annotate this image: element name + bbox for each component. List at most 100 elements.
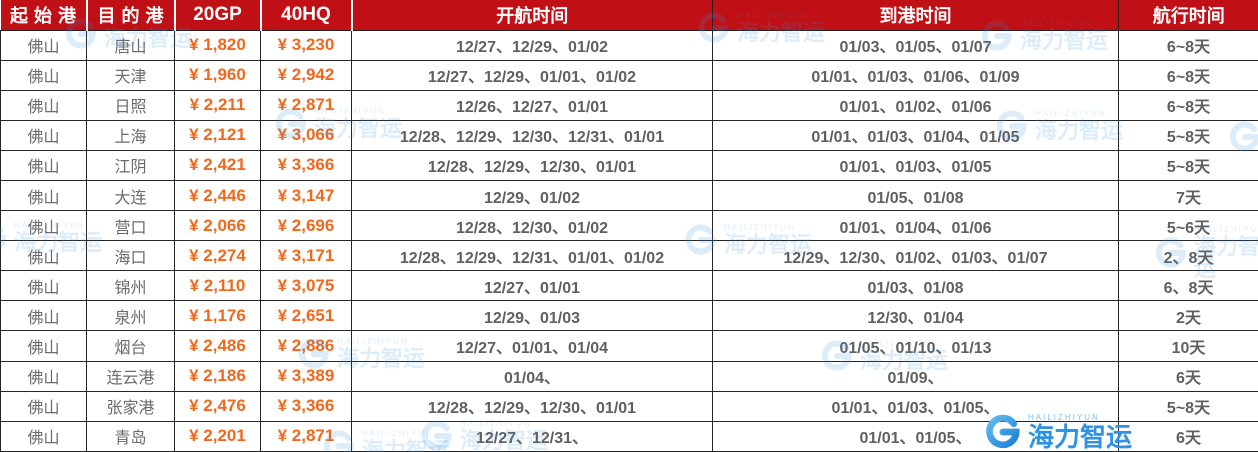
cell-price-20gp: ¥ 2,201 (174, 420, 261, 452)
cell-arrival-dates: 01/05、01/10、01/13 (712, 330, 1119, 362)
cell-departure-dates: 12/29、01/03 (351, 300, 713, 332)
cell-destination-port: 营口 (86, 210, 175, 242)
cell-transit-time: 6天 (1118, 420, 1258, 452)
cell-transit-time: 6天 (1118, 360, 1258, 392)
cell-origin-port: 佛山 (0, 270, 87, 302)
cell-price-40hq: ¥ 2,886 (260, 330, 352, 362)
cell-price-40hq: ¥ 2,942 (260, 59, 352, 91)
column-header-departure-dates: 开航时间 (350, 0, 713, 31)
cell-departure-dates: 12/26、12/27、01/01 (351, 89, 713, 121)
cell-destination-port: 海口 (86, 240, 175, 272)
table-row: 佛山 青岛 ¥ 2,201 ¥ 2,871 12/27、12/31、 01/01、01/0… (0, 420, 1258, 452)
table-row: 佛山 日照 ¥ 2,211 ¥ 2,871 12/26、12/27、01/01 01/01… (0, 89, 1258, 121)
cell-price-40hq: ¥ 3,366 (260, 149, 352, 181)
column-header-price-20gp: 20GP (173, 0, 261, 31)
cell-departure-dates: 12/27、12/31、 (351, 420, 713, 452)
cell-price-20gp: ¥ 2,421 (174, 149, 261, 181)
cell-arrival-dates: 12/30、01/04 (712, 300, 1119, 332)
cell-departure-dates: 12/27、01/01 (351, 270, 713, 302)
cell-arrival-dates: 01/01、01/03、01/05 (712, 149, 1119, 181)
cell-price-40hq: ¥ 3,366 (260, 390, 352, 422)
cell-price-40hq: ¥ 3,075 (260, 270, 352, 302)
cell-price-40hq: ¥ 3,171 (260, 240, 352, 272)
table-row: 佛山 唐山 ¥ 1,820 ¥ 3,230 12/27、12/29、01/02 01/03… (0, 29, 1258, 61)
cell-origin-port: 佛山 (0, 240, 87, 272)
cell-departure-dates: 12/28、12/30、01/02 (351, 210, 713, 242)
column-header-transit-time: 航行时间 (1118, 0, 1258, 31)
cell-origin-port: 佛山 (0, 390, 87, 422)
cell-transit-time: 10天 (1118, 330, 1258, 362)
cell-origin-port: 佛山 (0, 210, 87, 242)
cell-destination-port: 日照 (86, 89, 175, 121)
cell-price-20gp: ¥ 2,446 (174, 179, 261, 212)
cell-price-20gp: ¥ 2,476 (174, 390, 261, 422)
cell-arrival-dates: 01/03、01/05、01/07 (712, 29, 1119, 61)
cell-destination-port: 江阴 (86, 149, 175, 181)
table-header-row: 起始港 目的港 20GP 40HQ 开航时间 到港时间 航行时间 (0, 0, 1258, 31)
cell-departure-dates: 12/27、12/29、01/02 (351, 29, 713, 61)
cell-arrival-dates: 01/01、01/02、01/06 (712, 89, 1119, 121)
cell-transit-time: 5~6天 (1118, 210, 1258, 242)
cell-destination-port: 天津 (86, 59, 175, 91)
cell-arrival-dates: 01/01、01/03、01/06、01/09 (712, 59, 1119, 91)
cell-price-40hq: ¥ 3,230 (260, 29, 352, 61)
cell-origin-port: 佛山 (0, 300, 87, 332)
cell-destination-port: 连云港 (86, 360, 175, 392)
table-row: 佛山 营口 ¥ 2,066 ¥ 2,696 12/28、12/30、01/02 01/01… (0, 210, 1258, 242)
cell-price-40hq: ¥ 3,066 (260, 119, 352, 151)
cell-origin-port: 佛山 (0, 119, 87, 151)
cell-destination-port: 上海 (86, 119, 175, 151)
cell-destination-port: 青岛 (86, 420, 175, 452)
cell-price-40hq: ¥ 3,147 (260, 179, 352, 212)
table-row: 佛山 上海 ¥ 2,121 ¥ 3,066 12/28、12/29、12/30、12/3… (0, 119, 1258, 151)
table-row: 佛山 烟台 ¥ 2,486 ¥ 2,886 12/27、01/01、01/04 01/05… (0, 330, 1258, 362)
cell-arrival-dates: 12/29、12/30、01/02、01/03、01/07 (712, 240, 1119, 272)
table-row: 佛山 锦州 ¥ 2,110 ¥ 3,075 12/27、01/01 01/03、01/08… (0, 270, 1258, 302)
cell-arrival-dates: 01/03、01/08 (712, 270, 1119, 302)
cell-arrival-dates: 01/01、01/03、01/04、01/05 (712, 119, 1119, 151)
cell-destination-port: 泉州 (86, 300, 175, 332)
cell-transit-time: 6~8天 (1118, 89, 1258, 121)
cell-arrival-dates: 01/09、 (712, 360, 1119, 392)
cell-price-20gp: ¥ 1,820 (174, 29, 261, 61)
table-row: 佛山 天津 ¥ 1,960 ¥ 2,942 12/27、12/29、01/01、01/0… (0, 59, 1258, 91)
cell-transit-time: 5~8天 (1118, 119, 1258, 151)
cell-arrival-dates: 01/01、01/04、01/06 (712, 210, 1119, 242)
cell-price-20gp: ¥ 2,110 (174, 270, 261, 302)
table-row: 佛山 连云港 ¥ 2,186 ¥ 3,389 01/04、 01/09、 6天 (0, 360, 1258, 392)
table-row: 佛山 大连 ¥ 2,446 ¥ 3,147 12/29、01/02 01/05、01/08… (0, 179, 1258, 212)
cell-departure-dates: 01/04、 (351, 360, 713, 392)
cell-departure-dates: 12/28、12/29、12/31、01/01、01/02 (351, 240, 713, 272)
cell-transit-time: 6、8天 (1118, 270, 1258, 302)
cell-departure-dates: 12/28、12/29、12/30、01/01 (351, 390, 713, 422)
cell-origin-port: 佛山 (0, 89, 87, 121)
column-header-destination-port: 目的港 (85, 0, 175, 31)
cell-destination-port: 大连 (86, 179, 175, 212)
cell-price-40hq: ¥ 2,871 (260, 89, 352, 121)
cell-arrival-dates: 01/01、01/03、01/05、 (712, 390, 1119, 422)
cell-transit-time: 5~8天 (1118, 390, 1258, 422)
cell-departure-dates: 12/28、12/29、12/30、12/31、01/01 (351, 119, 713, 151)
cell-price-40hq: ¥ 2,651 (260, 300, 352, 332)
cell-price-40hq: ¥ 3,389 (260, 360, 352, 392)
cell-price-20gp: ¥ 1,960 (174, 59, 261, 91)
cell-price-40hq: ¥ 2,696 (260, 210, 352, 242)
cell-origin-port: 佛山 (0, 330, 87, 362)
cell-transit-time: 7天 (1118, 179, 1258, 212)
cell-price-40hq: ¥ 2,871 (260, 420, 352, 452)
column-header-origin-port: 起始港 (0, 0, 87, 31)
cell-origin-port: 佛山 (0, 179, 87, 212)
cell-price-20gp: ¥ 2,186 (174, 360, 261, 392)
column-header-arrival-dates: 到港时间 (712, 0, 1119, 31)
cell-arrival-dates: 01/01、01/05、 (712, 420, 1119, 452)
cell-departure-dates: 12/28、12/29、12/30、01/01 (351, 149, 713, 181)
cell-price-20gp: ¥ 2,274 (174, 240, 261, 272)
cell-destination-port: 烟台 (86, 330, 175, 362)
table-row: 佛山 海口 ¥ 2,274 ¥ 3,171 12/28、12/29、12/31、01/0… (0, 240, 1258, 272)
cell-origin-port: 佛山 (0, 59, 87, 91)
cell-price-20gp: ¥ 2,211 (174, 89, 261, 121)
cell-price-20gp: ¥ 2,486 (174, 330, 261, 362)
cell-departure-dates: 12/27、12/29、01/01、01/02 (351, 59, 713, 91)
